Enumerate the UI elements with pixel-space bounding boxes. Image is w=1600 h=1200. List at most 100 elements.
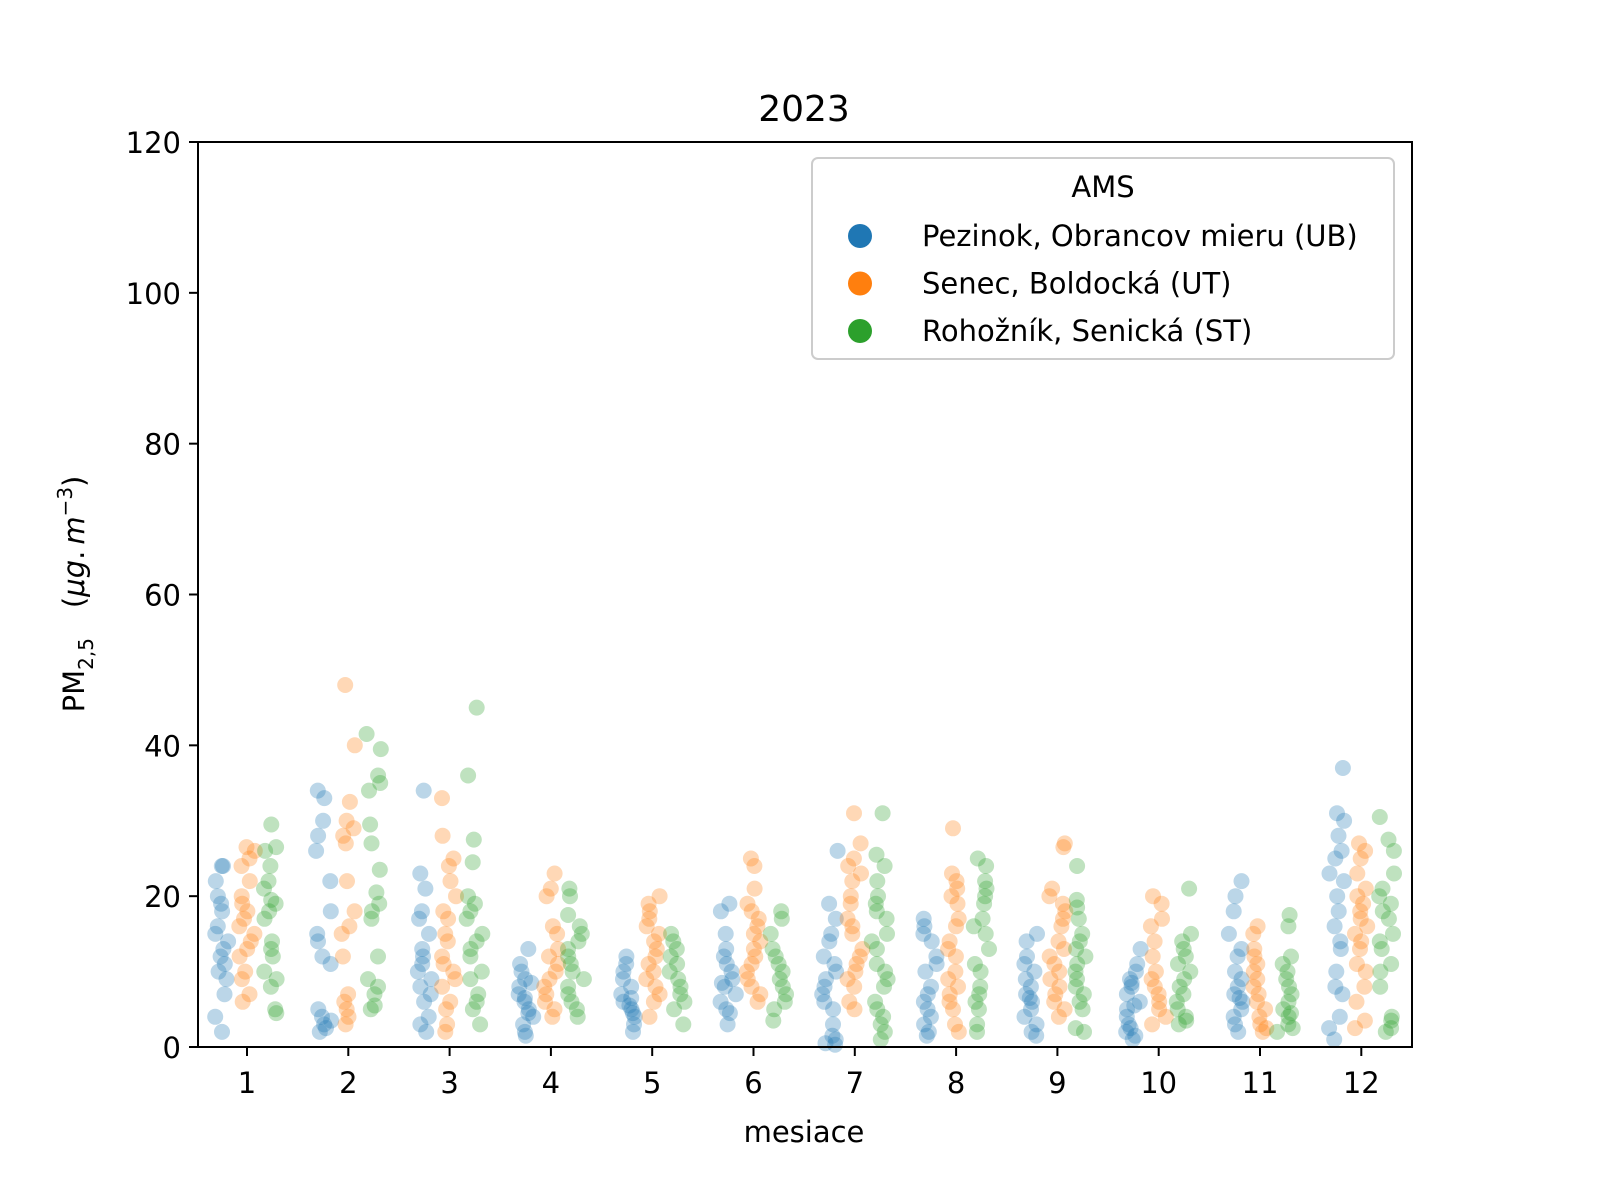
data-point (460, 767, 477, 784)
data-point (1144, 1016, 1161, 1033)
data-point (267, 895, 284, 912)
data-point (918, 1027, 935, 1044)
data-point (1231, 990, 1248, 1006)
data-point (1024, 993, 1040, 1010)
data-point (358, 726, 375, 742)
data-point (662, 948, 679, 965)
data-point (1380, 831, 1397, 848)
data-point (1067, 963, 1084, 980)
data-point (309, 782, 326, 799)
data-point (743, 903, 760, 920)
data-point (458, 910, 475, 927)
data-point (262, 978, 279, 995)
data-point (445, 963, 462, 980)
data-point (1233, 873, 1250, 890)
data-point (869, 1001, 886, 1018)
data-point (647, 978, 664, 995)
data-point (1359, 918, 1376, 935)
data-point (1275, 1001, 1292, 1018)
data-point (538, 986, 555, 1003)
data-point (1069, 858, 1086, 874)
data-point (1330, 827, 1347, 844)
data-point (947, 948, 964, 965)
data-point (1229, 978, 1246, 995)
data-point (1327, 978, 1344, 995)
legend-label: Rohožník, Senická (ST) (922, 314, 1252, 348)
data-point (239, 941, 256, 957)
data-point (969, 850, 986, 867)
x-tick-label: 7 (846, 1066, 864, 1100)
data-point (1352, 941, 1368, 957)
data-point (827, 1036, 844, 1053)
data-point (950, 1023, 967, 1040)
data-point (341, 918, 358, 935)
data-point (650, 925, 667, 942)
data-point (739, 971, 756, 988)
data-point (1177, 948, 1194, 965)
data-point (233, 858, 250, 874)
data-point (1334, 760, 1351, 776)
data-point (745, 925, 762, 942)
data-point (972, 963, 989, 980)
data-point (1118, 986, 1135, 1003)
data-point (233, 888, 250, 905)
data-point (966, 956, 983, 972)
data-point (1127, 963, 1144, 980)
data-point (1023, 1001, 1039, 1018)
data-point (267, 1001, 284, 1018)
data-point (876, 978, 892, 995)
data-point (370, 978, 386, 995)
data-point (712, 903, 729, 920)
data-point (256, 963, 273, 980)
data-point (762, 925, 779, 942)
data-point (333, 925, 350, 942)
data-point (209, 918, 226, 935)
data-point (322, 956, 339, 972)
data-point (1332, 933, 1349, 950)
data-point (665, 933, 682, 950)
data-point (511, 978, 528, 995)
data-point (824, 1027, 841, 1044)
data-point (615, 971, 631, 988)
data-point (868, 846, 885, 863)
legend: AMS Pezinok, Obrancov mieru (UB) Senec, B… (811, 157, 1395, 360)
data-point (743, 978, 760, 995)
y-axis: 0 20 40 60 80 100 120 (126, 126, 198, 1065)
data-point (442, 993, 459, 1010)
x-tick-label: 3 (440, 1066, 458, 1100)
data-point (844, 925, 861, 942)
chart-title: 2023 (758, 89, 850, 130)
data-point (209, 888, 226, 905)
data-point (949, 880, 966, 897)
data-point (1245, 963, 1262, 980)
data-point (977, 873, 994, 890)
data-point (434, 790, 450, 807)
data-point (947, 963, 964, 980)
data-point (322, 903, 339, 920)
data-point (462, 948, 479, 965)
data-point (1377, 1023, 1394, 1040)
data-point (434, 827, 451, 844)
data-point (442, 873, 459, 890)
data-point (1069, 899, 1086, 916)
data-point (1274, 956, 1291, 972)
data-point (571, 918, 588, 935)
data-point (852, 835, 869, 852)
data-point (840, 858, 857, 874)
data-point (770, 956, 787, 972)
data-point (1054, 895, 1071, 912)
data-point (721, 895, 738, 912)
data-point (1326, 1031, 1343, 1048)
data-point (1327, 850, 1344, 867)
y-tick-label: 40 (144, 729, 181, 763)
x-tick-label: 1 (238, 1066, 256, 1100)
data-point (462, 903, 479, 920)
data-point (842, 888, 859, 905)
data-point (316, 1016, 333, 1033)
data-point (316, 790, 333, 807)
data-point (1028, 1027, 1045, 1044)
data-point (366, 986, 383, 1003)
data-point (1069, 956, 1086, 972)
data-point (1258, 1020, 1275, 1037)
data-point (418, 1023, 435, 1040)
